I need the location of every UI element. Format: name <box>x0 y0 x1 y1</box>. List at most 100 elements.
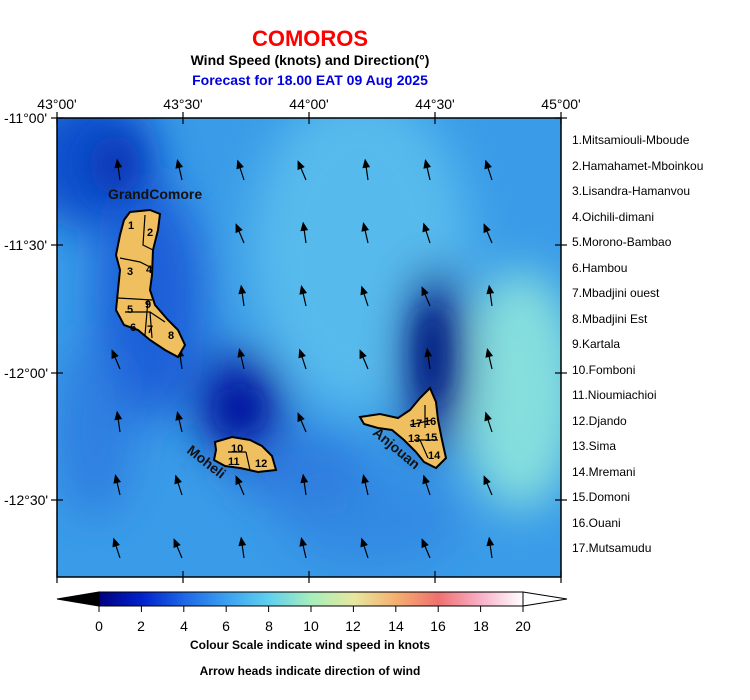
district-number: 13 <box>408 433 420 445</box>
wind-arrow-head <box>300 221 309 232</box>
colorbar <box>56 591 568 612</box>
wind-arrow-head <box>175 411 184 421</box>
wind-arrows <box>111 158 495 559</box>
colour-scale-note: Colour Scale indicate wind speed in knot… <box>189 638 431 652</box>
anjouan-island <box>358 386 448 470</box>
legend-item: 12.Djando <box>572 413 627 428</box>
wind-arrow-head <box>361 474 370 484</box>
lon-label-44-30: 44°30' <box>415 96 455 112</box>
wind-arrow-head <box>238 284 247 295</box>
colorbar-tick: 0 <box>95 618 103 634</box>
wind-arrow-head <box>237 348 246 358</box>
wind-arrow-head <box>483 475 491 486</box>
district-number: 12 <box>255 458 267 470</box>
moheli-island <box>212 435 278 474</box>
district-number: 16 <box>424 416 436 428</box>
legend-item: 7.Mbadjini ouest <box>572 286 660 300</box>
legend-item: 14.Mremani <box>572 464 636 479</box>
district-number: 17 <box>410 418 422 430</box>
wind-arrow-head <box>113 474 122 484</box>
wind-arrow-head <box>235 475 243 486</box>
wind-arrow-head <box>486 536 495 547</box>
colorbar-tick: 14 <box>388 618 404 634</box>
district-number: 14 <box>428 450 441 462</box>
colorbar-tick: 2 <box>137 618 145 634</box>
wind-arrow-head <box>421 538 429 549</box>
arrow-note: Arrow heads indicate direction of wind <box>199 664 421 678</box>
colorbar-tick: 8 <box>265 618 273 634</box>
forecast-time: Forecast for 18.00 EAT 09 Aug 2025 <box>192 72 428 88</box>
wind-arrow-head <box>299 537 308 547</box>
wind-arrow-head <box>297 160 305 171</box>
lon-label-45-00: 45°00' <box>541 96 581 112</box>
district-number: 11 <box>228 456 240 468</box>
lon-label-43-30: 43°30' <box>163 96 203 112</box>
wind-arrow-head <box>486 284 495 295</box>
district-number: 8 <box>168 330 174 342</box>
district-numbers: 1 2 3 4 5 6 7 8 9 10 11 12 13 14 15 16 1… <box>127 220 441 470</box>
legend-item: 10.Fomboni <box>572 362 636 377</box>
legend-item: 6.Hambou <box>572 260 628 275</box>
legend-item: 13.Sima <box>572 439 617 453</box>
legend-item: 15.Domoni <box>572 490 631 504</box>
wind-arrow-head <box>112 537 120 548</box>
legend-item: 5.Morono-Bambao <box>572 235 672 249</box>
frame-ticks <box>51 112 567 583</box>
legend-item: 1.Mitsamiouli-Mboude <box>572 133 690 147</box>
wind-arrow-head <box>422 222 430 233</box>
wind-arrow-head <box>236 159 244 170</box>
wind-arrow-head <box>297 412 305 423</box>
wind-arrow-head <box>238 536 247 547</box>
legend-item: 2.Hamahamet-Mboinkou <box>572 158 704 173</box>
grandcomore-island <box>114 208 187 359</box>
wind-arrow-head <box>114 158 123 169</box>
wind-arrow-head <box>298 348 306 359</box>
grandcomore-label: GrandComore <box>108 186 202 202</box>
district-number: 6 <box>130 322 136 334</box>
wind-arrow-head <box>484 411 492 422</box>
legend-item: 4.Oichili-dimani <box>572 209 655 224</box>
wind-arrow-head <box>359 349 367 360</box>
wind-arrow-head <box>114 410 123 421</box>
district-number: 15 <box>425 432 437 444</box>
wind-arrow-head <box>362 158 371 169</box>
legend-item: 16.Ouani <box>572 515 621 530</box>
colorbar-tick: 20 <box>515 618 531 634</box>
wind-arrow-head <box>423 159 432 169</box>
lon-label-44-00: 44°00' <box>289 96 329 112</box>
colorbar-tick: 6 <box>222 618 230 634</box>
wind-arrow-head <box>361 222 370 232</box>
wind-arrow-head <box>360 537 368 548</box>
wind-arrow-head <box>484 159 492 170</box>
legend-item: 17.Mutsamudu <box>572 541 652 555</box>
wind-arrow-head <box>485 348 494 358</box>
district-legend: 1.Mitsamiouli-Mboude 2.Hamahamet-Mboinko… <box>572 128 703 562</box>
lat-label-11-00: -11°00' <box>4 110 48 126</box>
district-number: 10 <box>231 443 243 455</box>
district-number: 1 <box>128 220 134 232</box>
map-title: COMOROS <box>251 26 369 51</box>
wind-arrow-head <box>299 285 308 295</box>
legend-item: 8.Mbadjini Est <box>572 311 648 326</box>
wind-arrow-head <box>111 349 119 360</box>
colorbar-tick: 18 <box>473 618 489 634</box>
wind-speed-field <box>57 118 561 577</box>
colorbar-tick: 12 <box>345 618 361 634</box>
district-number: 3 <box>127 266 133 278</box>
district-number: 9 <box>145 299 151 311</box>
map-subtitle: Wind Speed (knots) and Direction(°) <box>190 52 430 68</box>
wind-arrow-head <box>300 473 309 484</box>
colorbar-tick: 10 <box>303 618 319 634</box>
wind-arrow-head <box>174 474 182 485</box>
district-number: 2 <box>147 227 153 239</box>
lat-label-12-00: -12°00' <box>4 365 49 381</box>
lat-label-11-30: -11°30' <box>4 237 48 253</box>
wind-arrow-head <box>360 285 368 296</box>
wind-arrow-head <box>483 223 491 234</box>
wind-arrow-head <box>175 159 184 169</box>
wind-arrow-head <box>421 286 429 297</box>
district-number: 7 <box>147 324 153 336</box>
wind-arrow-head <box>173 538 181 549</box>
colorbar-tick: 4 <box>180 618 188 634</box>
